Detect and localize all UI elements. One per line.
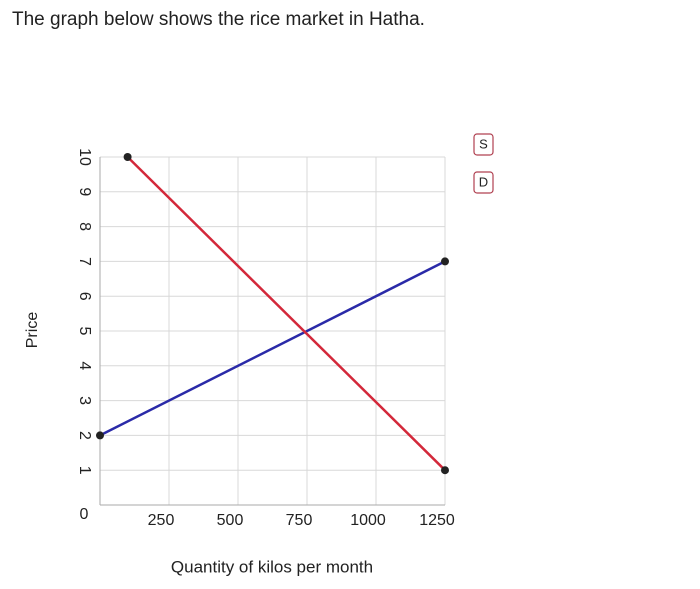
legend-button[interactable] bbox=[473, 133, 494, 156]
y-tick-label: 4 bbox=[76, 361, 93, 370]
y-tick-label: 7 bbox=[76, 257, 93, 266]
y-tick-label: 9 bbox=[76, 187, 93, 196]
y-tick-label: 0 bbox=[80, 506, 89, 523]
y-tick-label: 3 bbox=[76, 396, 93, 405]
x-tick-label: 1250 bbox=[419, 512, 455, 529]
x-axis-label: Quantity of kilos per month bbox=[171, 557, 373, 576]
y-tick-label: 5 bbox=[76, 327, 93, 336]
chart-title: The graph below shows the rice market in… bbox=[12, 9, 425, 30]
y-tick-label: 1 bbox=[76, 466, 93, 475]
legend-label[interactable]: D bbox=[479, 174, 488, 189]
x-tick-label: 1000 bbox=[350, 512, 386, 529]
legend-button[interactable] bbox=[473, 171, 494, 194]
x-tick-label: 750 bbox=[286, 512, 313, 529]
point bbox=[123, 153, 132, 161]
y-tick-label: 10 bbox=[76, 148, 93, 166]
point bbox=[96, 431, 104, 440]
y-tick-label: 8 bbox=[76, 222, 93, 231]
y-tick-label: 2 bbox=[76, 431, 93, 440]
x-tick-label: 500 bbox=[217, 512, 244, 529]
series-line bbox=[99, 260, 446, 437]
point bbox=[441, 466, 449, 475]
legend-label[interactable]: S bbox=[479, 136, 488, 151]
series-line bbox=[126, 156, 446, 472]
point bbox=[441, 257, 449, 266]
y-axis-label: Price bbox=[24, 312, 41, 349]
y-tick-label: 6 bbox=[76, 292, 93, 301]
x-tick-label: 250 bbox=[148, 512, 175, 529]
